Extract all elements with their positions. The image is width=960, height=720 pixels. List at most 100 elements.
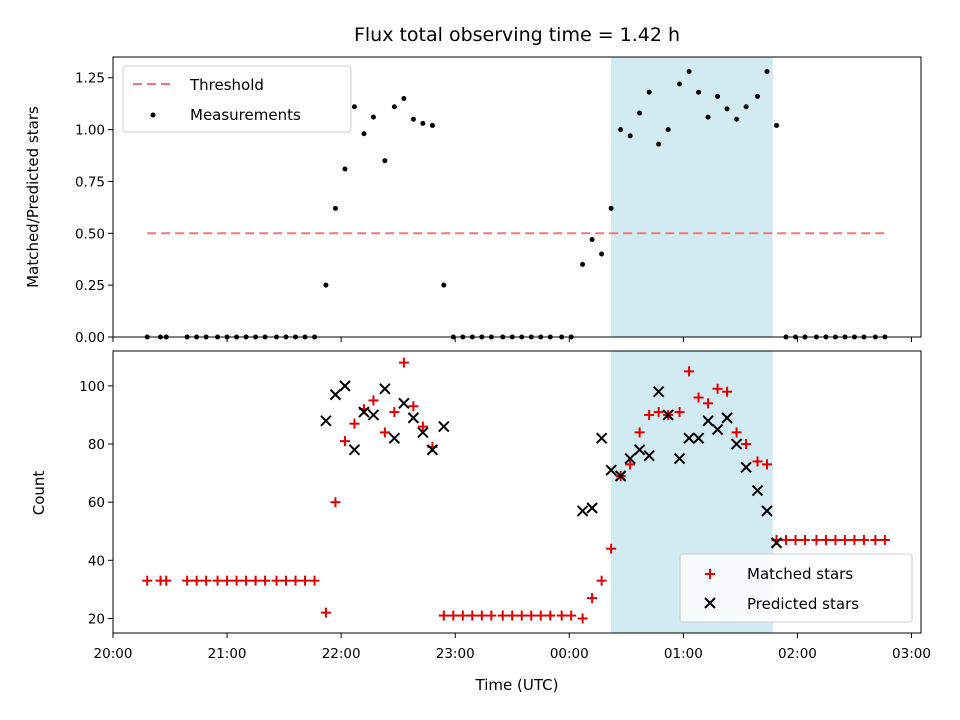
- top-y-axis-label: Matched/Predicted stars: [24, 106, 42, 288]
- measurement-point: [627, 133, 633, 139]
- y-tick-label: 0.25: [75, 278, 105, 294]
- y-tick-label: 80: [88, 437, 105, 453]
- legend-threshold-label: Threshold: [189, 76, 264, 94]
- matched-star-point: [526, 610, 537, 621]
- x-tick-label: 02:00: [778, 646, 817, 662]
- matched-star-point: [201, 575, 212, 586]
- matched-star-point: [741, 439, 752, 450]
- matched-star-point: [222, 575, 233, 586]
- predicted-star-point: [388, 432, 401, 444]
- measurement-point: [686, 69, 692, 75]
- matched-star-point: [182, 575, 193, 586]
- matched-star-point: [260, 575, 271, 586]
- bottom-axes-frame: [112, 350, 922, 634]
- measurement-point: [391, 104, 397, 110]
- measurement-point: [580, 261, 586, 267]
- predicted-star-point: [614, 470, 627, 482]
- bottom-y-axis: 20 40 60 80 100: [79, 379, 113, 627]
- matched-star-point: [684, 366, 695, 377]
- predicted-star-point: [692, 432, 705, 444]
- matched-star-point: [693, 392, 704, 403]
- y-tick-label: 1.25: [75, 71, 105, 87]
- predicted-star-point: [417, 426, 429, 439]
- predicted-star-point: [379, 383, 391, 395]
- x-axis: 20:00 21:00 22:00 23:00 00:00 01:00 02:00 03:00: [94, 337, 931, 662]
- legend-matched-marker: [705, 569, 715, 579]
- matched-star-point: [408, 401, 419, 412]
- y-tick-label: 0.50: [75, 226, 105, 242]
- matched-star-point: [879, 534, 890, 545]
- x-tick-label: 21:00: [208, 646, 247, 662]
- bottom-legend-box: [679, 553, 913, 623]
- predicted-star-point: [711, 423, 724, 436]
- legend-predicted-label: Predicted stars: [747, 595, 859, 613]
- predicted-star-point: [652, 385, 665, 398]
- matched-star-point: [849, 534, 860, 545]
- predicted-star-point: [586, 502, 598, 514]
- x-tick-label: 22:00: [322, 646, 361, 662]
- predicted-star-point: [633, 444, 646, 456]
- predicted-star-point: [576, 505, 589, 517]
- measurement-point: [361, 131, 367, 137]
- legend-matched-swatch: [705, 569, 715, 579]
- matched-star-point: [731, 427, 742, 438]
- matched-star-point: [457, 610, 468, 621]
- legend-measurement-swatch: [150, 112, 156, 118]
- predicted-star-point: [358, 406, 370, 418]
- predicted-star-point: [761, 505, 773, 517]
- matched-star-point: [712, 383, 723, 394]
- matched-star-point: [516, 610, 527, 621]
- y-tick-label: 0.75: [75, 174, 105, 190]
- chart-title: Flux total observing time = 1.42 h: [354, 24, 680, 46]
- matched-star-point: [309, 575, 320, 586]
- measurement-point: [754, 93, 760, 99]
- predicted-star-point: [595, 432, 608, 444]
- top-shaded-interval: [611, 57, 773, 337]
- measurement-point: [370, 114, 376, 120]
- predicted-star-point: [770, 537, 783, 549]
- matched-star-point: [142, 575, 153, 586]
- matched-star-point: [281, 575, 292, 586]
- predicted-star-point: [605, 464, 617, 476]
- measurement-point: [401, 95, 407, 101]
- measurement-point: [677, 81, 683, 87]
- measurement-point: [599, 251, 605, 257]
- measurement-point: [724, 106, 730, 112]
- matched-star-point: [820, 534, 831, 545]
- matched-star-point: [231, 575, 242, 586]
- measurement-point: [618, 127, 624, 133]
- predicted-star-point: [721, 412, 733, 424]
- matched-star-point: [811, 534, 822, 545]
- matched-star-point: [241, 575, 252, 586]
- predicted-star-point: [751, 484, 764, 497]
- top-axes-frame: [112, 56, 922, 338]
- measurement-point: [342, 166, 348, 172]
- matched-star-point: [476, 610, 487, 621]
- measurement-point: [764, 69, 770, 75]
- measurement-point: [743, 104, 749, 110]
- predicted-star-point: [398, 397, 410, 410]
- matched-star-point: [497, 610, 508, 621]
- x-axis-label: Time (UTC): [475, 676, 559, 694]
- matched-star-point: [271, 575, 282, 586]
- measurement-point: [637, 110, 643, 116]
- matched-star-point: [191, 575, 202, 586]
- matched-star-point: [349, 418, 360, 429]
- x-tick-label: 20:00: [94, 646, 133, 662]
- legend-measurement-label: Measurements: [190, 106, 301, 124]
- measurement-point: [646, 89, 652, 95]
- top-legend: Threshold Measurements: [122, 65, 352, 133]
- matched-star-point: [634, 427, 645, 438]
- matched-star-point: [596, 575, 607, 586]
- matched-star-point: [448, 610, 459, 621]
- matched-star-point: [556, 610, 567, 621]
- predicted-star-point: [740, 461, 752, 473]
- measurement-point: [332, 205, 338, 211]
- predicted-star-point: [320, 415, 332, 427]
- matched-star-point: [752, 456, 763, 467]
- measurement-point: [441, 282, 447, 288]
- matched-star-point: [781, 534, 792, 545]
- x-tick-label: 00:00: [550, 646, 589, 662]
- predicted-star-point: [329, 388, 342, 401]
